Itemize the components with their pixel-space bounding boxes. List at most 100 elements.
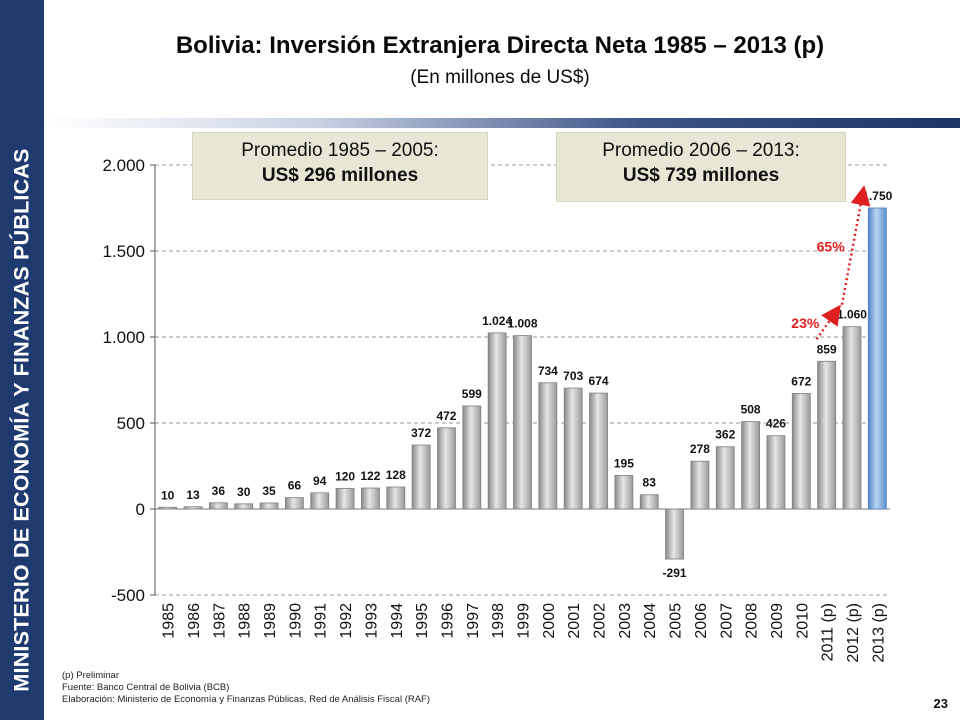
x-tick-label: 2003 — [617, 603, 634, 639]
bar — [183, 506, 203, 510]
x-tick-label: 2005 — [668, 603, 685, 639]
average-label: Promedio 2006 – 2013: — [602, 140, 800, 161]
data-label: 372 — [411, 426, 431, 440]
data-label: 278 — [690, 442, 710, 456]
y-tick-label: 1.000 — [102, 328, 145, 347]
bar — [158, 506, 178, 510]
growth-arrow — [840, 185, 871, 305]
bar — [690, 460, 710, 510]
footnotes: (p) Preliminar Fuente: Banco Central de … — [62, 670, 430, 706]
x-tick-label: 2007 — [718, 603, 735, 639]
x-tick-label: 2000 — [541, 603, 558, 639]
data-label: 1.060 — [837, 308, 867, 322]
y-tick-label: 2.000 — [102, 156, 145, 175]
bar — [335, 487, 355, 510]
data-label: 508 — [741, 403, 761, 417]
bar — [462, 405, 482, 510]
data-label: 120 — [335, 469, 355, 483]
data-label: 703 — [563, 369, 583, 383]
bar — [386, 486, 406, 510]
data-label: 472 — [436, 409, 456, 423]
data-label: 195 — [614, 456, 634, 470]
bar — [208, 502, 228, 510]
bar — [411, 444, 431, 510]
x-tick-label: 1998 — [490, 603, 507, 639]
average-value: US$ 296 millones — [261, 165, 419, 186]
data-label: 426 — [766, 417, 786, 431]
data-label: 1.008 — [507, 317, 537, 331]
bar — [665, 508, 684, 560]
data-label: 859 — [817, 342, 837, 356]
growth-label: 23% — [791, 315, 820, 331]
data-label: 1.024 — [482, 314, 512, 328]
average-box-2006-2013: Promedio 2006 – 2013: US$ 739 millones — [556, 132, 846, 202]
average-value: US$ 739 millones — [622, 165, 780, 186]
bar — [817, 360, 837, 510]
data-label: 122 — [360, 469, 380, 483]
data-label: 30 — [237, 485, 251, 499]
footnote-source: Fuente: Banco Central de Bolivia (BCB) — [62, 682, 230, 693]
bar — [538, 382, 558, 510]
y-tick-label: 1.500 — [102, 242, 145, 261]
bar — [563, 387, 583, 510]
bar — [513, 335, 532, 510]
bar — [842, 326, 862, 510]
x-tick-label: 1993 — [363, 603, 380, 639]
growth-arrow — [815, 304, 841, 340]
data-label: 1.750 — [862, 189, 892, 203]
data-label: 66 — [288, 479, 302, 493]
x-tick-label: 2011 (p) — [820, 603, 837, 661]
x-tick-label: 2008 — [744, 603, 761, 639]
x-tick-label: 1999 — [516, 603, 533, 639]
x-tick-label: 2002 — [592, 603, 609, 639]
x-tick-label: 1986 — [186, 603, 203, 639]
sidebar-band: MINISTERIO DE ECONOMÍA Y FINANZAS PÚBLIC… — [0, 0, 44, 720]
x-tick-label: 1997 — [465, 603, 482, 639]
footnote-elaboration: Elaboración: Ministerio de Economía y Fi… — [62, 694, 431, 705]
y-tick-label: -500 — [111, 586, 145, 605]
x-tick-label: 1994 — [389, 603, 406, 639]
x-tick-label: 2010 — [794, 603, 811, 639]
bar — [614, 475, 634, 510]
x-tick-label: 2009 — [769, 603, 786, 639]
page-number: 23 — [933, 696, 948, 711]
chart-title: Bolivia: Inversión Extranjera Directa Ne… — [175, 32, 825, 59]
footnote-preliminary: (p) Preliminar — [62, 670, 120, 681]
x-tick-label: 1985 — [161, 603, 178, 639]
x-tick-label: 2001 — [566, 603, 583, 639]
x-tick-label: 1989 — [262, 603, 279, 639]
data-label: 36 — [212, 484, 226, 498]
y-tick-label: 500 — [117, 414, 145, 433]
bar — [715, 446, 735, 510]
bar — [791, 393, 811, 510]
x-tick-label: 1995 — [414, 603, 431, 639]
bar — [361, 487, 380, 510]
data-label: 672 — [791, 374, 811, 388]
x-tick-label: 1988 — [237, 603, 254, 639]
x-tick-label: 1987 — [211, 603, 228, 639]
bar — [437, 427, 456, 510]
x-tick-label: 1991 — [313, 603, 330, 639]
bar — [867, 207, 887, 510]
bar — [766, 435, 786, 510]
x-tick-label: 2012 (p) — [845, 603, 862, 663]
chart-subtitle: (En millones de US$) — [410, 67, 590, 88]
data-label: 35 — [262, 484, 276, 498]
x-tick-label: 1990 — [287, 603, 304, 639]
header-divider — [44, 118, 960, 128]
data-label: -291 — [663, 566, 687, 580]
x-tick-label: 2006 — [693, 603, 710, 639]
x-tick-label: 1996 — [439, 603, 456, 639]
x-tick-label: 1992 — [338, 603, 355, 639]
x-tick-label: 2004 — [642, 603, 659, 639]
bar — [487, 332, 507, 510]
bar — [639, 494, 659, 510]
bar — [310, 492, 330, 510]
average-label: Promedio 1985 – 2005: — [241, 140, 439, 161]
bar — [741, 421, 761, 510]
data-label: 83 — [643, 476, 657, 490]
bar — [589, 392, 608, 510]
data-label: 13 — [186, 488, 200, 502]
data-label: 94 — [313, 474, 327, 488]
